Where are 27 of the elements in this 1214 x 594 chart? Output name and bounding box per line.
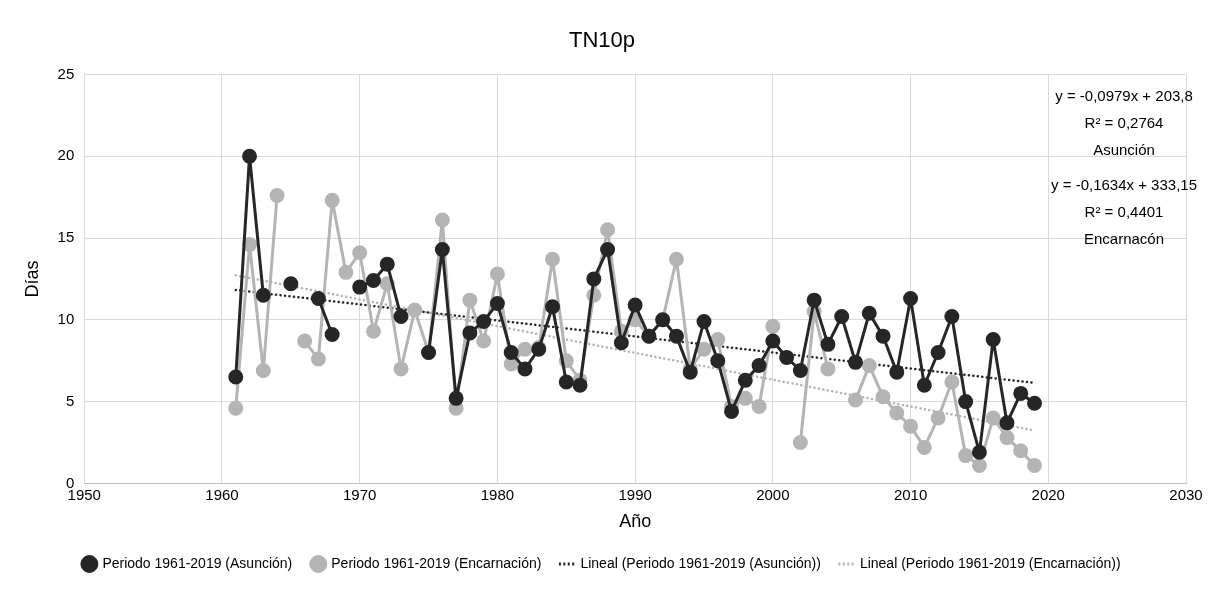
y-axis-title: Días <box>21 260 42 298</box>
x-tick-label: 1960 <box>205 485 239 503</box>
legend-label: Periodo 1961-2019 (Asunción) <box>102 554 293 571</box>
chart-title: TN10p <box>568 27 636 53</box>
x-tick-label: 2030 <box>1169 485 1203 503</box>
y-tick-label: 25 <box>57 64 75 82</box>
y-tick-label: 0 <box>65 473 75 491</box>
legend-label: Periodo 1961-2019 (Encarnación) <box>331 554 542 571</box>
x-axis-title: Año <box>619 511 652 532</box>
x-tick-label: 2010 <box>893 485 928 503</box>
annotation: y = -0,0979x + 203,8 <box>1055 86 1193 104</box>
y-tick-label: 20 <box>57 146 75 164</box>
y-tick-label: 10 <box>57 309 75 327</box>
annotation: Encarnacón <box>1084 229 1165 247</box>
x-tick-label: 2020 <box>1031 485 1065 503</box>
annotation: R² = 0,4401 <box>1084 202 1164 220</box>
annotation: R² = 0,2764 <box>1084 113 1164 131</box>
x-tick-label: 1970 <box>343 485 377 503</box>
x-tick-label: 1990 <box>618 485 652 503</box>
annotation: y = -0,1634x + 333,15 <box>1051 175 1198 193</box>
y-tick-label: 15 <box>57 228 75 246</box>
x-tick-label: 2000 <box>756 485 790 503</box>
legend-label: Lineal (Periodo 1961-2019 (Asunción)) <box>580 554 821 571</box>
x-tick-label: 1980 <box>480 485 515 503</box>
legend-label: Lineal (Periodo 1961-2019 (Encarnación)) <box>859 554 1121 571</box>
annotation: Asunción <box>1093 140 1155 158</box>
y-tick-label: 5 <box>65 391 75 409</box>
